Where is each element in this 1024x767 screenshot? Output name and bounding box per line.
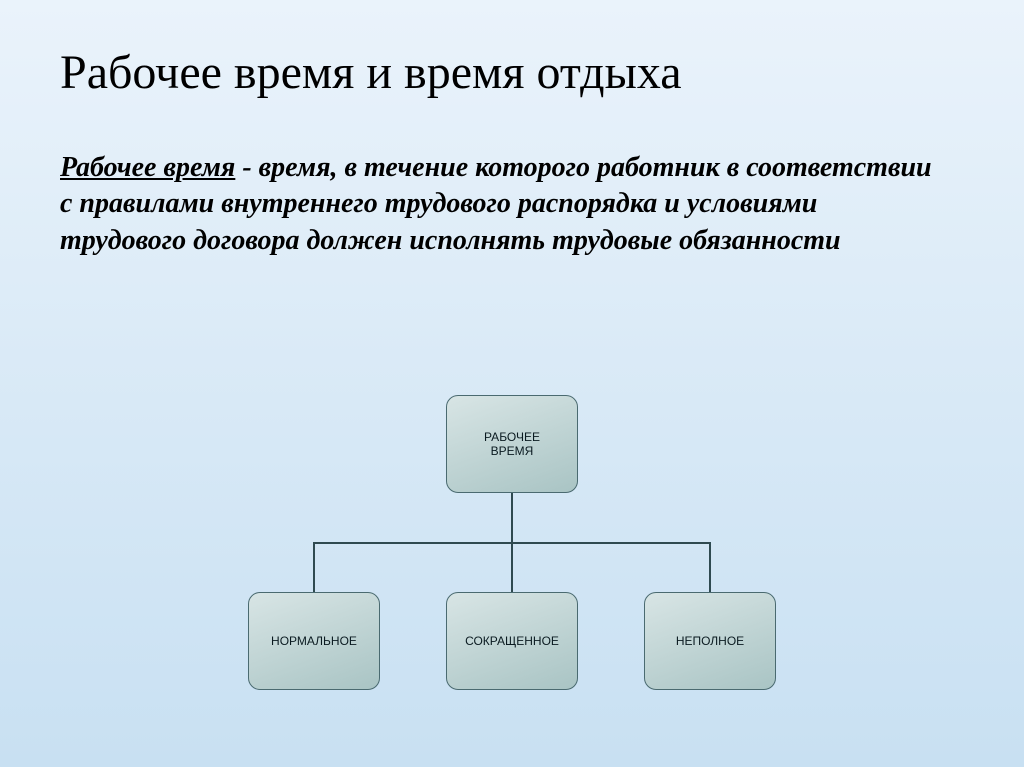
slide: Рабочее время и время отдыха Рабочее вре… (0, 0, 1024, 767)
connector (313, 542, 315, 592)
node-label: НЕПОЛНОЕ (676, 634, 744, 648)
definition-term: Рабочее время (60, 152, 235, 183)
definition-paragraph: Рабочее время - время, в течение которог… (60, 150, 940, 259)
tree-child-node: НЕПОЛНОЕ (644, 592, 776, 690)
node-label: НОРМАЛЬНОЕ (271, 634, 357, 648)
connector (709, 542, 711, 592)
node-label: СОКРАЩЕННОЕ (465, 634, 559, 648)
connector (511, 542, 513, 592)
org-tree-diagram: РАБОЧЕЕВРЕМЯ НОРМАЛЬНОЕ СОКРАЩЕННОЕ НЕПО… (0, 395, 1024, 725)
tree-root-node: РАБОЧЕЕВРЕМЯ (446, 395, 578, 493)
tree-child-node: СОКРАЩЕННОЕ (446, 592, 578, 690)
connector (511, 493, 513, 543)
tree-child-node: НОРМАЛЬНОЕ (248, 592, 380, 690)
slide-title: Рабочее время и время отдыха (60, 45, 682, 100)
node-label: РАБОЧЕЕВРЕМЯ (484, 430, 540, 458)
